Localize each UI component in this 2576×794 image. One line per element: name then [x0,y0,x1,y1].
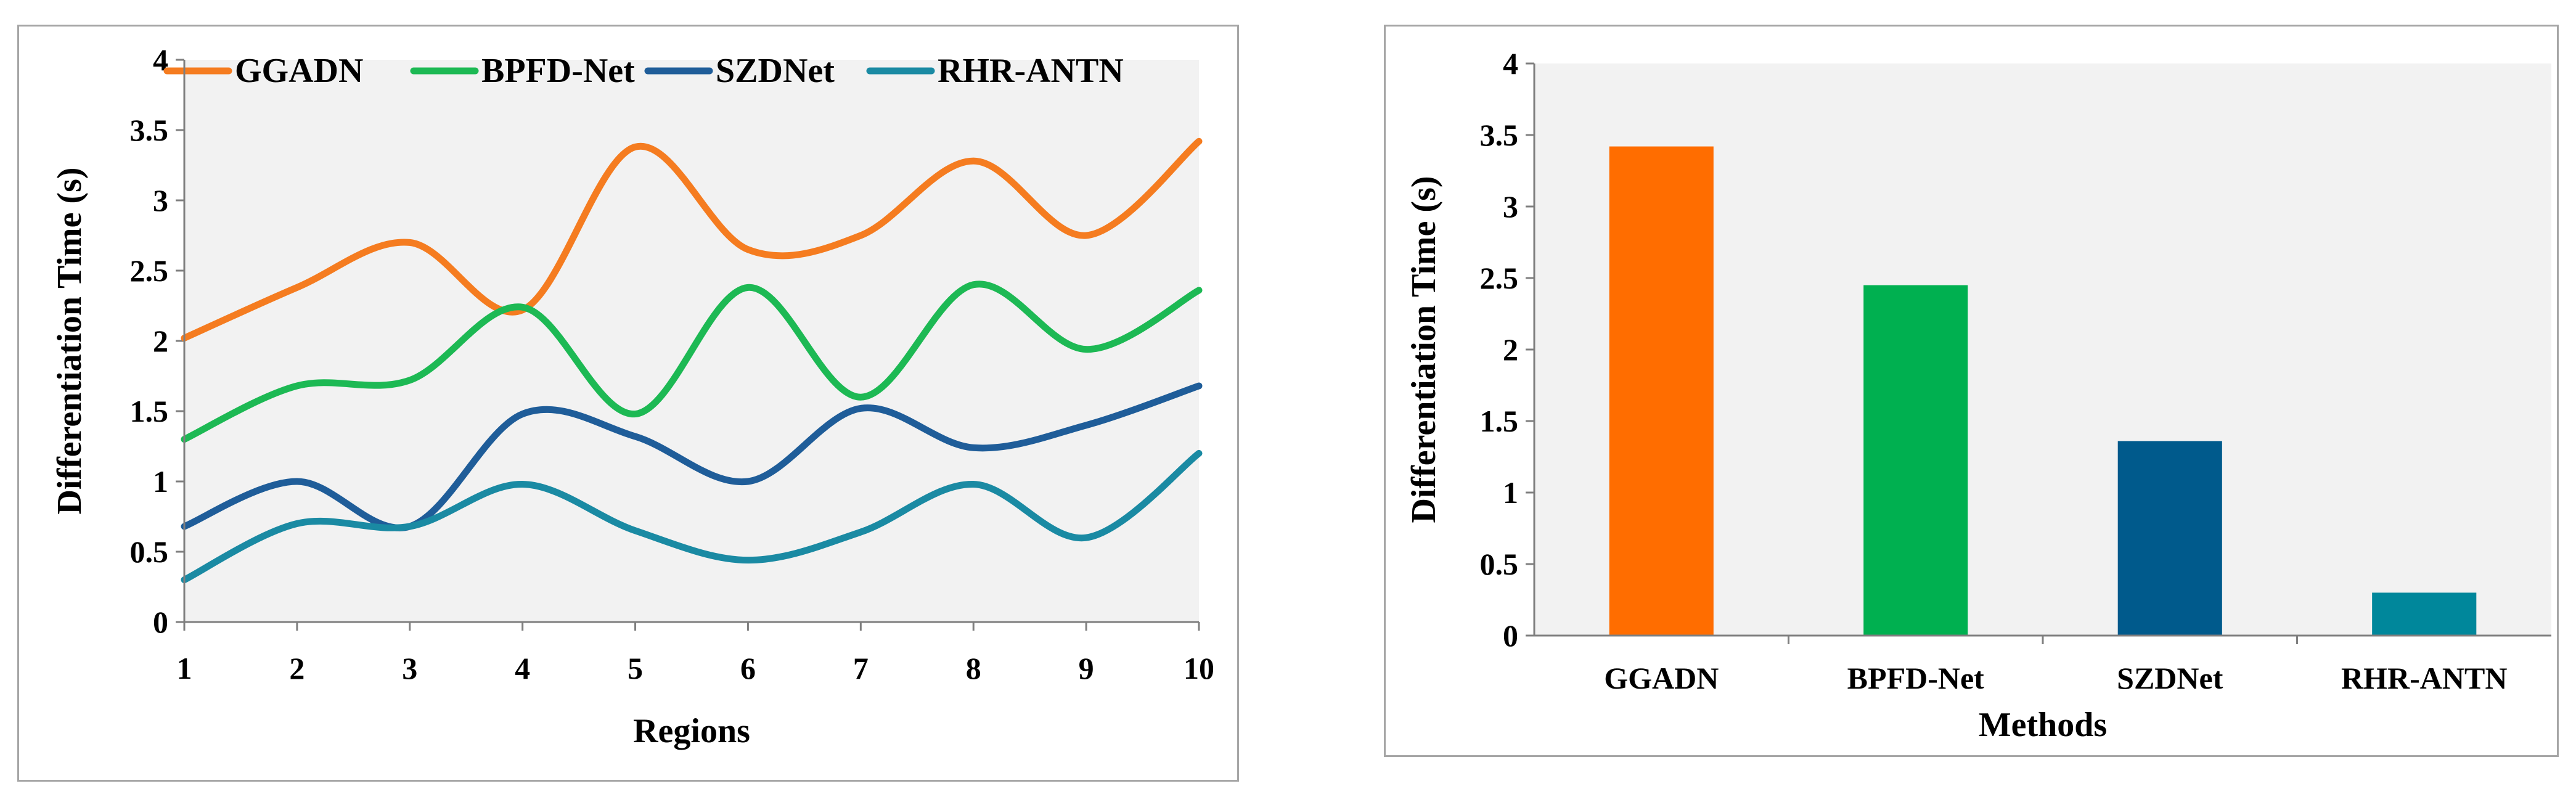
bar-y-tick-label: 1.5 [1480,404,1519,438]
line-x-tick-label: 1 [177,651,192,686]
bar-x-axis-title: Methods [1979,706,2107,744]
bar-y-tick-label: 1 [1503,475,1518,510]
bar-y-tick-label: 3.5 [1480,118,1519,152]
bar-category-label-bpfd-net: BPFD-Net [1847,661,1984,695]
bar-chart-panel: 0 0.5 1 1.5 2 2.5 3 3.5 4 GGADN BPFD-Net SZDNet RHR… [1384,25,2559,757]
bar-y-tick-label: 2 [1503,332,1518,367]
series-line-ggadn [181,137,1203,342]
line-y-tick-label: 2.5 [130,253,169,288]
line-y-tick-label: 0.5 [130,534,169,569]
line-y-tick-label: 0 [153,605,168,639]
line-y-tick-label: 1.5 [130,394,169,428]
line-x-tick-label: 5 [628,651,643,686]
line-chart: 00.511.522.533.54 1 2 3 4 5 6 7 8 9 10 GGADN BPFD-… [51,43,1214,750]
bar-rhr-antn [2372,592,2477,636]
series-line-bpfd-net [181,280,1203,443]
bar-szdnet [2117,441,2222,636]
bar-y-tick-label: 0 [1503,618,1518,653]
line-x-tick-label: 6 [740,651,756,686]
bar-y-tick-label: 0.5 [1480,547,1519,581]
series-line-rhr-antn [181,449,1203,584]
bar-category-label-rhr-antn: RHR-ANTN [2341,661,2507,695]
line-plot-area [184,60,1199,622]
line-y-tick-label: 1 [153,464,168,499]
bar-ggadn [1609,146,1714,636]
bar-chart: 0 0.5 1 1.5 2 2.5 3 3.5 4 GGADN BPFD-Net SZDNet RHR… [1405,46,2551,744]
line-x-tick-label: 9 [1079,651,1094,686]
line-x-tick-label: 3 [402,651,417,686]
bar-category-label-szdnet: SZDNet [2117,661,2223,695]
bar-category-label-ggadn: GGADN [1604,661,1719,695]
bar-y-tick-label: 2.5 [1480,261,1519,295]
line-x-axis-title: Regions [633,712,750,750]
line-x-tick-label: 7 [853,651,869,686]
line-y-axis-title: Differentiation Time (s) [51,167,89,514]
bar-y-tick-label: 3 [1503,189,1518,224]
line-x-tick-label: 8 [966,651,981,686]
legend-label-szdnet: SZDNet [716,52,835,90]
line-y-tick-label: 2 [153,324,168,358]
line-y-tick-label: 3.5 [130,113,169,147]
legend-label-rhr-antn: RHR-ANTN [938,52,1124,90]
bar-y-tick-label: 4 [1503,46,1518,81]
line-chart-panel: 0 0.5 1 1.5 2 2.5 3 3.5 4 1 2 3 4 5 6 7 8 9 10 GGADN BPFD-… [17,25,1239,782]
line-y-tick-label: 3 [153,183,168,218]
series-line-szdnet [181,382,1203,531]
bar-bpfd-net [1863,285,1968,636]
legend-label-ggadn: GGADN [235,52,363,90]
line-x-tick-label: 4 [515,651,530,686]
legend-label-bpfd-net: BPFD-Net [481,52,635,90]
line-x-tick-label: 2 [289,651,305,686]
bar-y-axis-title: Differentiation Time (s) [1405,176,1443,523]
line-x-tick-label: 10 [1184,651,1214,686]
